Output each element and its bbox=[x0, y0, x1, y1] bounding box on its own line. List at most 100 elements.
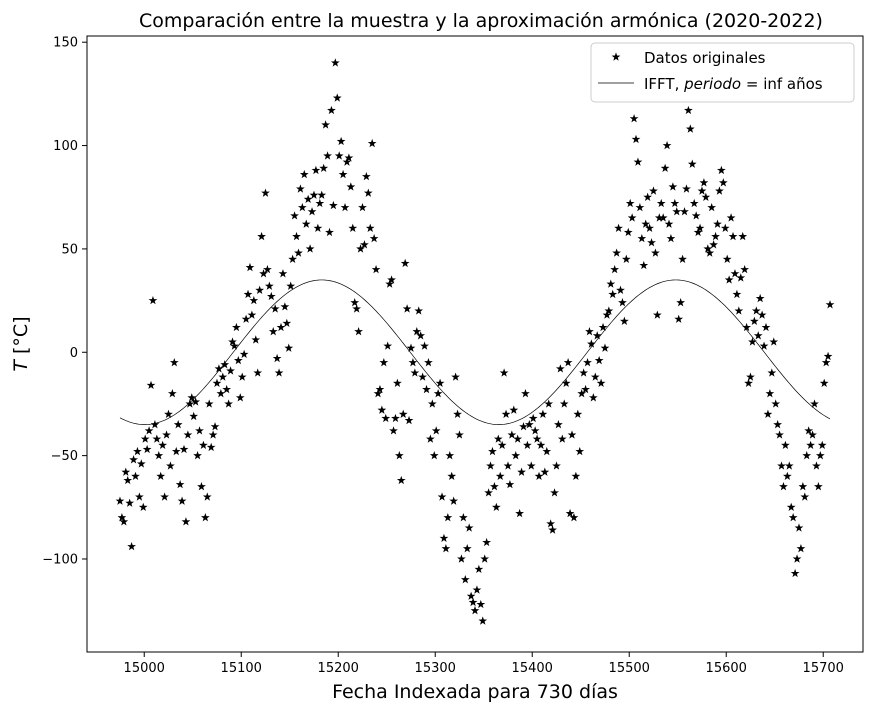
data-point bbox=[338, 169, 348, 179]
data-point bbox=[460, 575, 470, 584]
data-point bbox=[620, 316, 629, 325]
data-point bbox=[724, 275, 734, 284]
data-point bbox=[800, 492, 810, 501]
data-point bbox=[641, 219, 651, 228]
data-point bbox=[627, 213, 637, 222]
data-point bbox=[600, 343, 610, 352]
data-point bbox=[319, 163, 329, 173]
data-point bbox=[660, 163, 670, 173]
chart-title: Comparación entre la muestra y la aproxi… bbox=[139, 10, 823, 32]
data-point bbox=[437, 492, 447, 501]
data-point bbox=[323, 151, 332, 160]
data-point bbox=[360, 240, 369, 249]
data-point bbox=[264, 281, 274, 290]
data-point bbox=[200, 513, 210, 522]
data-point bbox=[480, 554, 490, 563]
data-point bbox=[270, 304, 280, 313]
data-point bbox=[668, 182, 678, 191]
data-point bbox=[672, 207, 682, 216]
data-point bbox=[722, 254, 732, 263]
data-point bbox=[540, 467, 550, 476]
data-point bbox=[678, 254, 687, 263]
data-point bbox=[784, 461, 794, 470]
data-point bbox=[327, 105, 336, 115]
data-point bbox=[658, 213, 668, 222]
data-point bbox=[707, 202, 717, 212]
data-point bbox=[142, 444, 152, 454]
data-point bbox=[592, 331, 602, 340]
y-axis-label-unit: [°C] bbox=[10, 316, 32, 360]
data-point bbox=[146, 380, 156, 390]
data-point bbox=[424, 358, 433, 367]
data-point bbox=[773, 420, 783, 429]
data-point bbox=[744, 378, 753, 387]
data-point bbox=[158, 440, 168, 450]
data-point bbox=[606, 279, 616, 288]
data-point bbox=[786, 502, 796, 512]
data-point bbox=[263, 264, 272, 274]
data-point bbox=[199, 440, 208, 450]
data-point bbox=[779, 482, 788, 491]
data-point bbox=[129, 455, 138, 464]
data-point bbox=[705, 248, 715, 257]
data-point bbox=[181, 517, 191, 526]
data-point bbox=[643, 192, 653, 201]
data-point bbox=[387, 275, 396, 284]
data-point bbox=[749, 316, 759, 325]
data-point bbox=[767, 368, 777, 377]
data-point bbox=[757, 310, 767, 319]
data-point bbox=[123, 475, 133, 485]
data-point bbox=[224, 399, 233, 408]
data-point bbox=[466, 591, 476, 600]
data-point bbox=[237, 372, 247, 381]
data-point bbox=[195, 426, 204, 435]
data-point bbox=[233, 355, 243, 365]
data-point bbox=[334, 151, 344, 160]
data-point bbox=[259, 269, 268, 278]
data-point bbox=[369, 233, 379, 243]
data-point bbox=[629, 114, 639, 123]
x-tick-label: 15300 bbox=[415, 661, 456, 676]
data-point bbox=[391, 413, 400, 423]
data-point bbox=[311, 165, 321, 175]
data-point bbox=[426, 434, 435, 443]
data-point bbox=[748, 337, 757, 346]
data-point bbox=[666, 233, 676, 243]
data-point bbox=[451, 372, 460, 381]
data-point bbox=[639, 260, 649, 270]
data-point bbox=[251, 335, 261, 344]
data-point bbox=[117, 513, 127, 522]
data-point bbox=[156, 471, 166, 481]
legend-box bbox=[590, 42, 855, 103]
data-point bbox=[730, 269, 740, 278]
data-point bbox=[420, 341, 429, 350]
y-tick-label: 50 bbox=[61, 242, 78, 257]
data-point bbox=[532, 434, 542, 443]
data-point bbox=[493, 434, 503, 443]
data-point bbox=[682, 184, 691, 193]
data-point bbox=[354, 327, 363, 336]
data-point bbox=[239, 349, 249, 359]
data-point bbox=[486, 461, 495, 470]
data-point bbox=[383, 341, 393, 350]
data-point bbox=[218, 372, 228, 381]
data-point bbox=[765, 389, 775, 398]
data-point bbox=[290, 211, 299, 220]
data-point bbox=[777, 461, 786, 470]
data-point bbox=[185, 399, 195, 408]
data-point bbox=[148, 295, 158, 305]
data-point bbox=[515, 508, 524, 518]
data-point bbox=[699, 178, 709, 187]
data-point bbox=[150, 420, 160, 429]
data-point bbox=[348, 223, 358, 232]
y-axis-label-symbol: T bbox=[10, 359, 32, 372]
data-point bbox=[350, 298, 360, 307]
data-point bbox=[594, 355, 604, 365]
data-point bbox=[193, 451, 202, 460]
legend-star-marker bbox=[611, 52, 621, 61]
data-point bbox=[691, 211, 701, 220]
data-point bbox=[216, 389, 226, 398]
data-point bbox=[336, 136, 346, 146]
data-point bbox=[127, 541, 136, 551]
ifft-line bbox=[119, 279, 831, 425]
